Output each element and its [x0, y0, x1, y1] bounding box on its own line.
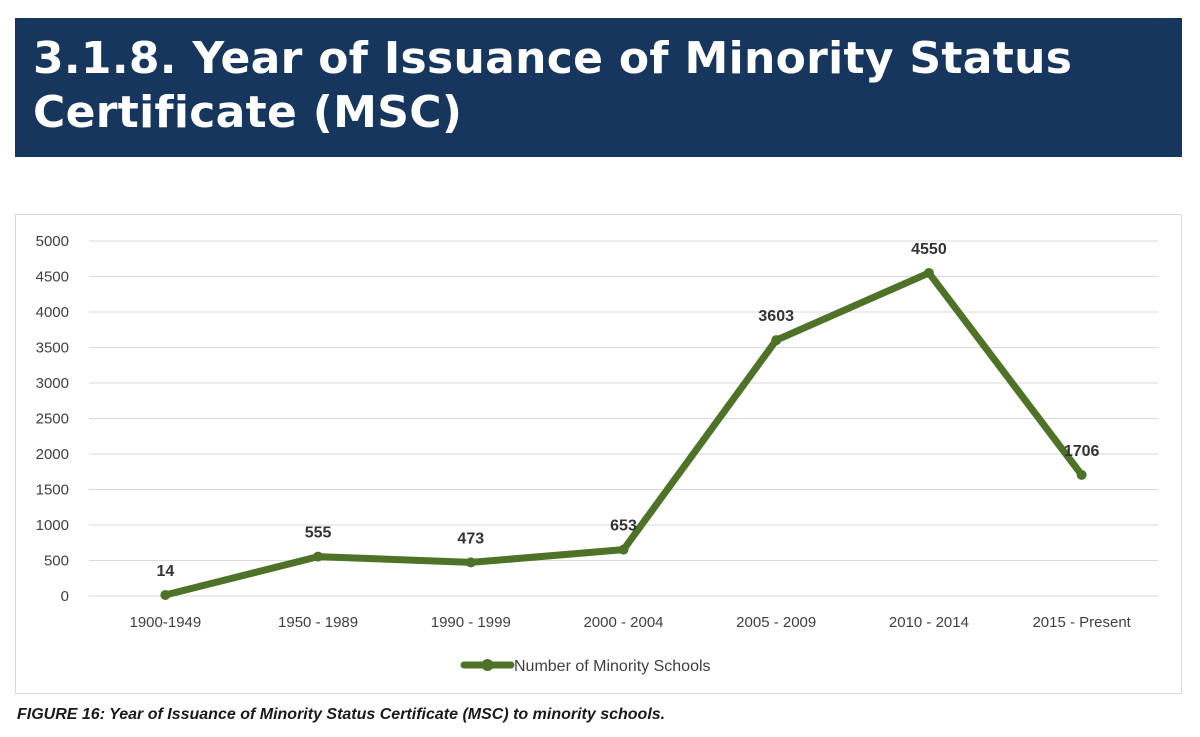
title-banner: 3.1.8. Year of Issuance of Minority Stat…	[15, 18, 1182, 157]
data-label: 14	[156, 563, 174, 580]
figure-caption: FIGURE 16: Year of Issuance of Minority …	[17, 706, 666, 723]
y-tick-label: 3000	[36, 375, 69, 392]
x-tick-label: 1900-1949	[129, 614, 201, 631]
legend-label: Number of Minority Schools	[514, 658, 711, 675]
chart-container: 0 500 1000 1500 2000 2500 3000 3500 4000 4500 5000…	[15, 214, 1182, 694]
data-label: 3603	[758, 308, 794, 325]
series-points	[160, 267, 1087, 601]
data-point	[771, 335, 782, 346]
data-point	[923, 267, 934, 278]
y-tick-label: 3500	[36, 340, 69, 357]
x-axis-ticks: 1900-1949 1950 - 1989 1990 - 1999 2000 - 20…	[129, 614, 1131, 631]
x-tick-label: 1950 - 1989	[278, 614, 358, 631]
y-tick-label: 2000	[36, 446, 69, 463]
x-tick-label: 2010 - 2014	[889, 614, 969, 631]
y-tick-label: 2500	[36, 411, 69, 428]
y-tick-label: 1000	[36, 517, 69, 534]
y-tick-label: 0	[61, 588, 69, 605]
gridlines	[89, 240, 1158, 597]
y-tick-label: 5000	[36, 233, 69, 250]
legend-marker-icon	[481, 659, 494, 671]
data-point	[160, 590, 171, 601]
y-tick-label: 4000	[36, 304, 69, 321]
data-labels: 14 555 473 653 3603 4550 1706	[156, 241, 1099, 580]
y-tick-label: 4500	[36, 269, 69, 286]
data-label: 1706	[1064, 443, 1100, 460]
data-point	[1076, 469, 1087, 480]
data-point	[618, 544, 629, 555]
data-point	[465, 557, 476, 568]
data-label: 4550	[911, 241, 947, 258]
x-tick-label: 2015 - Present	[1032, 614, 1131, 631]
data-label: 653	[610, 518, 637, 535]
legend: Number of Minority Schools	[460, 658, 711, 675]
y-tick-label: 1500	[36, 482, 69, 499]
x-tick-label: 2005 - 2009	[736, 614, 816, 631]
x-tick-label: 2000 - 2004	[583, 614, 663, 631]
data-point	[313, 551, 324, 562]
page-title: 3.1.8. Year of Issuance of Minority Stat…	[33, 33, 1073, 138]
y-tick-label: 500	[44, 553, 69, 570]
x-tick-label: 1990 - 1999	[431, 614, 511, 631]
data-label: 555	[305, 525, 332, 542]
line-chart: 0 500 1000 1500 2000 2500 3000 3500 4000 4500 5000…	[36, 233, 1158, 675]
data-label: 473	[457, 530, 484, 547]
y-axis-ticks: 0 500 1000 1500 2000 2500 3000 3500 4000 4500 5000	[36, 233, 69, 605]
